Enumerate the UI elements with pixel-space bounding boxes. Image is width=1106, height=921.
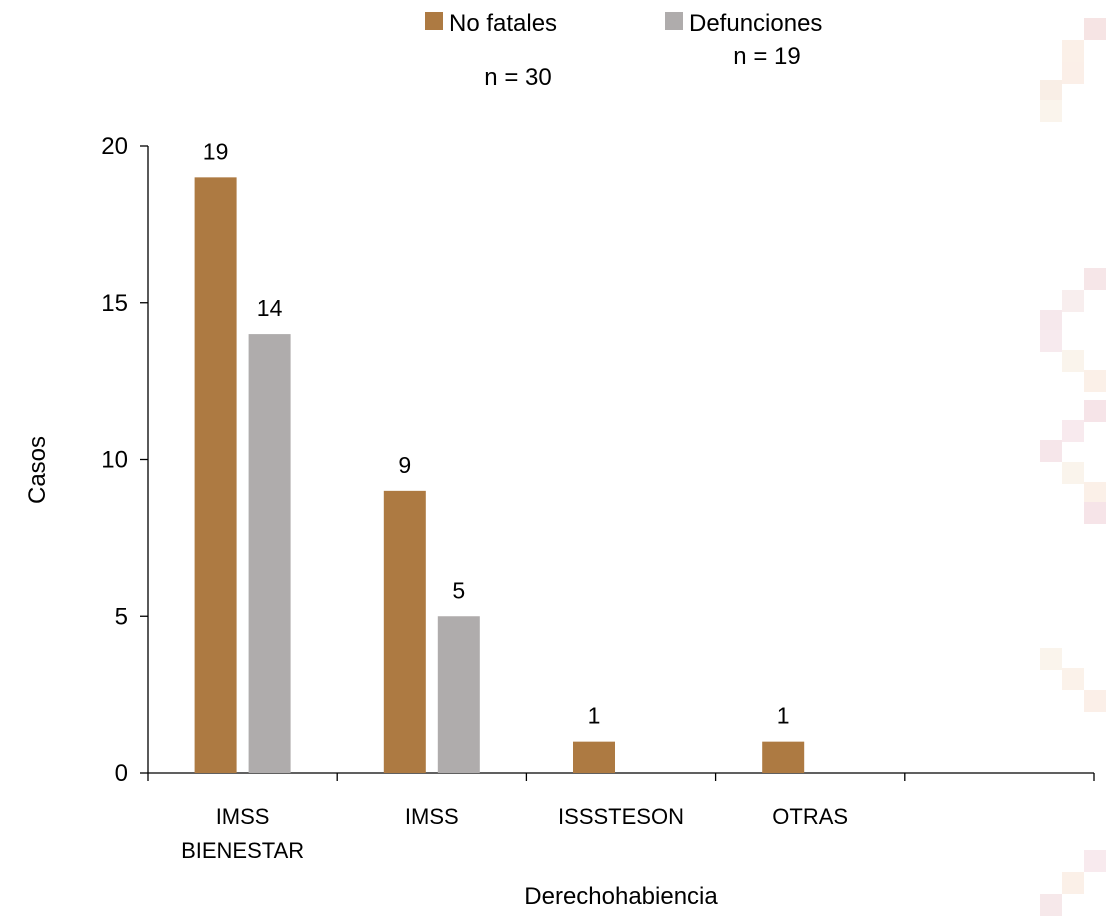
background-tile — [1062, 40, 1084, 62]
data-label: 9 — [398, 452, 411, 478]
background-tile — [1084, 482, 1106, 504]
background-tile — [1062, 668, 1084, 690]
background-tile — [1084, 690, 1106, 712]
legend-swatch — [665, 12, 683, 30]
legend-n-label: n = 30 — [484, 64, 551, 91]
y-tick-label: 0 — [115, 760, 128, 787]
legend-label: No fatales — [449, 10, 557, 37]
background-tile — [1040, 100, 1062, 122]
background-tile — [1062, 62, 1084, 84]
background-tile — [1062, 872, 1084, 894]
bar — [762, 741, 805, 773]
x-axis-title: Derechohabiencia — [524, 883, 718, 910]
data-label: 5 — [452, 577, 465, 603]
background-tile — [1040, 440, 1062, 462]
background-tile — [1062, 420, 1084, 442]
x-tick-label: IMSS — [405, 804, 459, 829]
background-tile — [1084, 268, 1106, 290]
y-tick-label: 10 — [101, 447, 128, 474]
background-tile — [1040, 894, 1062, 916]
data-label: 14 — [257, 295, 283, 321]
background-tile — [1084, 502, 1106, 524]
x-tick-label: IMSS — [216, 804, 270, 829]
data-label: 1 — [588, 703, 601, 729]
background-tile — [1040, 648, 1062, 670]
background-tile — [1040, 310, 1062, 332]
y-tick-label: 20 — [101, 133, 128, 160]
data-label: 19 — [203, 138, 229, 164]
background-tile — [1084, 400, 1106, 422]
x-tick-label: BIENESTAR — [181, 838, 304, 863]
bar — [194, 177, 237, 774]
x-tick-label: OTRAS — [772, 804, 848, 829]
legend: No fatales n = 30 Defunciones n = 19 — [425, 10, 822, 91]
background-tile — [1084, 850, 1106, 872]
background-tile — [1062, 290, 1084, 312]
background-tile — [1040, 330, 1062, 352]
bar — [437, 616, 480, 773]
background-pattern — [1040, 18, 1106, 916]
bar — [248, 334, 291, 773]
background-tile — [1062, 350, 1084, 372]
bar — [383, 490, 426, 773]
background-tile — [1084, 370, 1106, 392]
background-tile — [1040, 80, 1062, 102]
y-tick-label: 15 — [101, 290, 128, 317]
legend-swatch — [425, 12, 443, 30]
bar — [573, 741, 615, 773]
data-label: 1 — [777, 703, 790, 729]
y-axis-title: Casos — [24, 436, 51, 504]
background-tile — [1084, 18, 1106, 40]
legend-label: Defunciones — [689, 10, 822, 37]
legend-n-label: n = 19 — [733, 43, 800, 70]
x-tick-label: ISSSTESON — [558, 804, 684, 829]
bars — [194, 177, 805, 774]
data-labels: 19 9 1 1 14 5 — [203, 138, 790, 728]
y-tick-label: 5 — [115, 603, 128, 630]
background-tile — [1062, 462, 1084, 484]
